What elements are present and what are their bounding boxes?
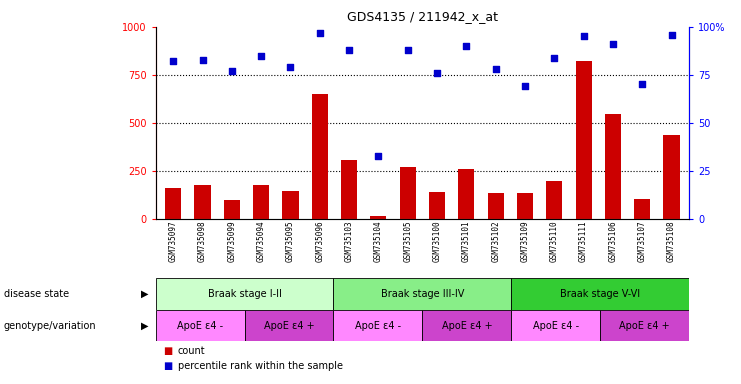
Bar	[422, 310, 511, 341]
Text: GSM735107: GSM735107	[638, 221, 647, 262]
Bar	[511, 278, 689, 310]
Text: GSM735109: GSM735109	[520, 221, 530, 262]
Bar	[399, 167, 416, 219]
Bar	[370, 216, 387, 219]
Text: GSM735106: GSM735106	[608, 221, 617, 262]
Bar	[663, 136, 679, 219]
Point	[255, 53, 267, 59]
Bar	[429, 192, 445, 219]
Bar	[458, 169, 474, 219]
Text: ▶: ▶	[141, 321, 148, 331]
Text: percentile rank within the sample: percentile rank within the sample	[178, 361, 343, 371]
Bar	[488, 193, 504, 219]
Text: GSM735103: GSM735103	[345, 221, 353, 262]
Bar	[333, 310, 422, 341]
Bar	[245, 310, 333, 341]
Text: ▶: ▶	[141, 289, 148, 299]
Text: GSM735095: GSM735095	[286, 221, 295, 262]
Bar	[194, 185, 210, 219]
Text: GSM735105: GSM735105	[403, 221, 412, 262]
Text: GSM735097: GSM735097	[169, 221, 178, 262]
Text: GSM735100: GSM735100	[433, 221, 442, 262]
Point	[196, 56, 208, 63]
Text: count: count	[178, 346, 205, 356]
Bar	[156, 310, 245, 341]
Point	[665, 31, 677, 38]
Bar	[333, 278, 511, 310]
Point	[314, 30, 326, 36]
Point	[343, 47, 355, 53]
Text: ApoE ε4 +: ApoE ε4 +	[442, 321, 492, 331]
Bar	[576, 61, 591, 219]
Bar	[341, 161, 357, 219]
Text: GSM735104: GSM735104	[374, 221, 383, 262]
Text: GSM735102: GSM735102	[491, 221, 500, 262]
Point	[607, 41, 619, 47]
Text: Braak stage I-II: Braak stage I-II	[207, 289, 282, 299]
Point	[548, 55, 560, 61]
Bar	[600, 310, 689, 341]
Bar	[634, 199, 651, 219]
Bar	[312, 94, 328, 219]
Text: GSM735108: GSM735108	[667, 221, 676, 262]
Text: ApoE ε4 -: ApoE ε4 -	[355, 321, 401, 331]
Point	[226, 68, 238, 74]
Point	[285, 64, 296, 70]
Text: GSM735111: GSM735111	[579, 221, 588, 262]
Point	[578, 33, 590, 40]
Bar	[517, 193, 533, 219]
Bar	[511, 310, 600, 341]
Text: ApoE ε4 +: ApoE ε4 +	[264, 321, 314, 331]
Text: GSM735094: GSM735094	[256, 221, 265, 262]
Point	[373, 152, 385, 159]
Text: ApoE ε4 +: ApoE ε4 +	[619, 321, 670, 331]
Bar	[282, 191, 299, 219]
Point	[167, 58, 179, 65]
Text: ApoE ε4 -: ApoE ε4 -	[177, 321, 223, 331]
Text: genotype/variation: genotype/variation	[4, 321, 96, 331]
Bar	[156, 278, 333, 310]
Text: GSM735096: GSM735096	[315, 221, 325, 262]
Bar	[253, 185, 269, 219]
Text: ■: ■	[163, 346, 172, 356]
Point	[519, 83, 531, 89]
Text: GSM735098: GSM735098	[198, 221, 207, 262]
Text: Braak stage III-IV: Braak stage III-IV	[381, 289, 464, 299]
Bar	[546, 182, 562, 219]
Text: Braak stage V-VI: Braak stage V-VI	[560, 289, 640, 299]
Point	[431, 70, 443, 76]
Point	[402, 47, 413, 53]
Bar	[224, 200, 240, 219]
Text: GSM735101: GSM735101	[462, 221, 471, 262]
Text: disease state: disease state	[4, 289, 69, 299]
Bar	[605, 114, 621, 219]
Point	[460, 43, 472, 49]
Bar	[165, 188, 182, 219]
Point	[637, 81, 648, 88]
Text: ApoE ε4 -: ApoE ε4 -	[533, 321, 579, 331]
Title: GDS4135 / 211942_x_at: GDS4135 / 211942_x_at	[347, 10, 498, 23]
Text: GSM735099: GSM735099	[227, 221, 236, 262]
Point	[490, 66, 502, 72]
Text: ■: ■	[163, 361, 172, 371]
Text: GSM735110: GSM735110	[550, 221, 559, 262]
